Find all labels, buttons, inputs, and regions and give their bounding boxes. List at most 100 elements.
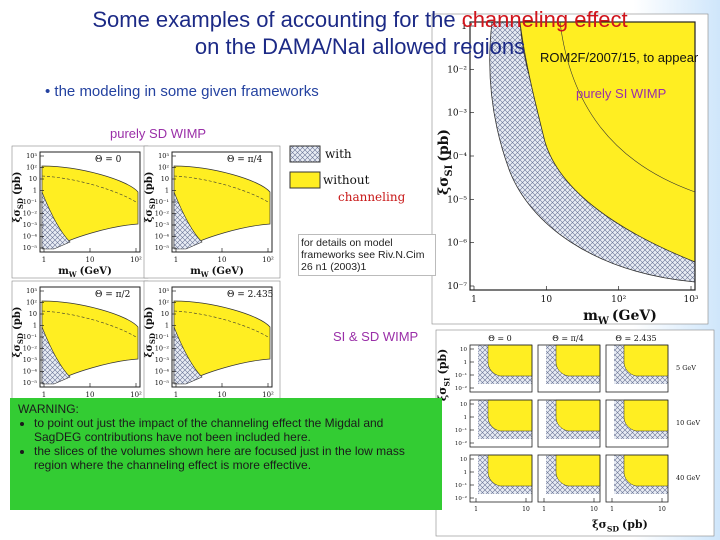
- x-tick-label: 1: [42, 391, 46, 399]
- axis-unit: (pb): [436, 349, 449, 375]
- axis-sub: SI: [444, 164, 455, 176]
- y-tick-label: 10⁻²: [455, 440, 467, 447]
- region-without: [623, 399, 669, 432]
- x-tick-label: 10²: [262, 256, 274, 264]
- y-tick-label: 10³: [26, 287, 37, 295]
- contour: [41, 175, 137, 203]
- axis-sub: SI: [442, 377, 451, 387]
- axis-symbol: ξσ: [592, 518, 607, 531]
- region-with: [41, 191, 71, 250]
- cell-box: [469, 454, 533, 503]
- x-tick-label: 1: [474, 506, 478, 513]
- axis-label: mW(GeV): [58, 266, 112, 279]
- y-tick-label: 10⁻³: [23, 221, 38, 229]
- details-note: for details on model frameworks see Riv.…: [298, 234, 436, 276]
- y-tick-label: 10⁻⁴: [447, 152, 467, 162]
- y-tick-label: 10²: [26, 164, 37, 172]
- label-sd: purely SD WIMP: [110, 126, 207, 141]
- panel-theta: Θ = 2.435: [227, 290, 274, 300]
- x-tick-label: 10: [590, 506, 598, 513]
- y-tick-label: 10⁻¹: [23, 333, 38, 341]
- y-tick-label: 10⁻⁵: [155, 244, 170, 252]
- contour: [559, 21, 696, 193]
- slide-title: Some examples of accounting for the chan…: [0, 6, 720, 60]
- row-label: 10 GeV: [676, 419, 700, 427]
- x-tick-label: 1: [174, 256, 178, 264]
- x-tick-label: 10: [522, 506, 530, 513]
- label-mixed: SI & SD WIMP: [333, 329, 419, 344]
- region-with: [173, 191, 203, 250]
- axis-sub: SD: [16, 333, 25, 344]
- x-tick-label: 10: [541, 295, 553, 305]
- axis-symbol: m: [190, 266, 201, 277]
- warning-item: the slices of the volumes shown here are…: [34, 444, 434, 472]
- cell-box: [537, 399, 601, 448]
- region-without: [555, 454, 601, 487]
- legend-with: with: [325, 147, 352, 161]
- y-tick-label: 10⁻⁶: [447, 239, 467, 249]
- column-header: Θ = 0: [488, 334, 511, 343]
- region-without: [487, 399, 533, 432]
- axis-unit: (pb): [622, 518, 648, 531]
- region-without: [487, 454, 533, 487]
- legend-channeling: channeling: [338, 190, 406, 204]
- region-with: [41, 326, 71, 385]
- y-tick-label: 10⁻⁴: [155, 233, 170, 241]
- y-tick-label: 10⁻¹: [155, 198, 170, 206]
- axis-unit: (pb): [144, 172, 155, 195]
- axis-label: ξσSI (pb): [436, 349, 451, 402]
- y-tick-label: 10⁻¹: [23, 198, 38, 206]
- axis-unit: (pb): [12, 307, 23, 330]
- x-tick-label: 1: [610, 506, 614, 513]
- axis-unit: (GeV): [612, 308, 657, 324]
- x-tick-label: 10²: [611, 295, 626, 305]
- y-tick-label: 10⁻⁷: [447, 282, 467, 292]
- y-tick-label: 10⁻²: [455, 385, 467, 392]
- axis-sub: SD: [607, 524, 620, 533]
- region-with: [173, 326, 203, 385]
- title-line2: on the DAMA/NaI allowed regions: [194, 34, 526, 59]
- panel-theta: Θ = π/2: [95, 290, 130, 300]
- y-tick-label: 10⁻⁴: [155, 368, 170, 376]
- y-tick-label: 1: [165, 187, 169, 195]
- y-tick-label: 10³: [158, 152, 169, 160]
- y-tick-label: 1: [464, 415, 468, 421]
- axis-label: ξσSD(pb): [12, 172, 25, 223]
- axis-label: ξσSI (pb): [436, 129, 455, 195]
- axis-unit: (pb): [436, 129, 452, 162]
- y-tick-label: 10⁻²: [155, 345, 170, 353]
- title-red: channeling effect: [461, 7, 628, 32]
- region-without: [519, 21, 696, 263]
- axis-label: ξσSD(pb): [592, 518, 648, 533]
- cell-box: [605, 399, 669, 448]
- axis-sub: W: [200, 270, 209, 279]
- cell-box: [469, 344, 533, 393]
- x-tick-label: 10: [658, 506, 666, 513]
- warning-item: to point out just the impact of the chan…: [34, 416, 434, 444]
- axis-label: mW(GeV): [583, 308, 657, 327]
- x-tick-label: 10: [218, 391, 227, 399]
- y-tick-label: 1: [464, 470, 468, 476]
- axis-symbol: ξσ: [144, 344, 155, 357]
- title-line1: Some examples of accounting for the: [92, 7, 456, 32]
- x-tick-label: 1: [471, 295, 477, 305]
- y-tick-label: 10⁻⁴: [23, 368, 38, 376]
- cell-box: [537, 454, 601, 503]
- legend-swatch-with: [289, 145, 321, 163]
- y-tick-label: 10²: [158, 164, 169, 172]
- y-tick-label: 10²: [158, 299, 169, 307]
- axis-label: ξσSD (pb): [12, 307, 25, 358]
- warning-heading: WARNING:: [18, 402, 79, 416]
- legend: with without channeling: [289, 145, 406, 204]
- y-tick-label: 10⁻²: [447, 65, 467, 75]
- row-label: 40 GeV: [676, 474, 700, 482]
- y-tick-label: 10⁻¹: [155, 333, 170, 341]
- x-tick-label: 10: [86, 391, 95, 399]
- y-tick-label: 10³: [26, 152, 37, 160]
- x-tick-label: 10²: [130, 391, 142, 399]
- axis-symbol: ξσ: [12, 344, 23, 357]
- label-si: purely SI WIMP: [576, 86, 667, 101]
- region-without: [555, 399, 601, 432]
- region-without: [487, 344, 533, 377]
- x-tick-label: 10: [218, 256, 227, 264]
